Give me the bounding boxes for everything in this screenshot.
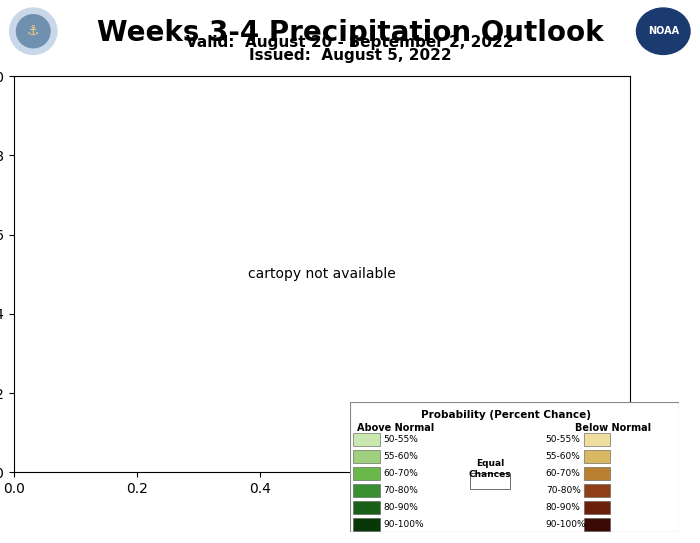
Bar	[584, 433, 610, 446]
Bar	[584, 450, 610, 463]
Bar	[584, 501, 610, 514]
Text: 90-100%: 90-100%	[546, 520, 587, 529]
Bar	[354, 484, 379, 497]
Text: 50-55%: 50-55%	[546, 435, 580, 444]
Text: 60-70%: 60-70%	[383, 469, 418, 478]
Text: 70-80%: 70-80%	[383, 486, 418, 495]
Text: Below Normal: Below Normal	[575, 422, 651, 433]
Text: 55-60%: 55-60%	[383, 452, 418, 461]
Bar	[354, 450, 379, 463]
Text: 80-90%: 80-90%	[383, 503, 418, 512]
Circle shape	[10, 8, 57, 54]
Text: 70-80%: 70-80%	[546, 486, 580, 495]
Bar	[354, 501, 379, 514]
Text: NOAA: NOAA	[648, 26, 679, 36]
Text: Equal
Chances: Equal Chances	[468, 459, 511, 478]
Bar	[354, 467, 379, 480]
Bar	[584, 518, 610, 531]
Text: 55-60%: 55-60%	[546, 452, 580, 461]
Bar	[354, 518, 379, 531]
Text: ⚓: ⚓	[27, 24, 39, 38]
Bar	[470, 473, 510, 489]
Circle shape	[636, 8, 690, 54]
Circle shape	[17, 15, 50, 48]
Bar	[584, 467, 610, 480]
Text: Valid:  August 20 - September 2, 2022: Valid: August 20 - September 2, 2022	[186, 35, 514, 50]
Text: Issued:  August 5, 2022: Issued: August 5, 2022	[248, 48, 452, 63]
Text: Probability (Percent Chance): Probability (Percent Chance)	[421, 409, 592, 420]
Bar	[584, 484, 610, 497]
Text: cartopy not available: cartopy not available	[248, 267, 396, 281]
Bar	[354, 433, 379, 446]
Text: Above Normal: Above Normal	[358, 422, 435, 433]
Text: Weeks 3-4 Precipitation Outlook: Weeks 3-4 Precipitation Outlook	[97, 19, 603, 47]
Text: 80-90%: 80-90%	[546, 503, 580, 512]
Text: 60-70%: 60-70%	[546, 469, 580, 478]
Text: 90-100%: 90-100%	[383, 520, 424, 529]
Text: 50-55%: 50-55%	[383, 435, 418, 444]
